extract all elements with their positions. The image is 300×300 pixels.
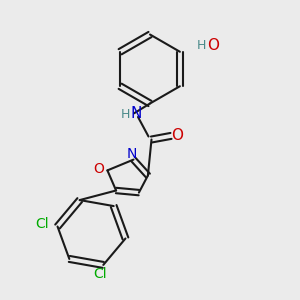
Text: H: H: [196, 39, 206, 52]
Text: H: H: [120, 107, 130, 121]
Text: Cl: Cl: [94, 267, 107, 281]
Text: N: N: [127, 147, 137, 161]
Text: O: O: [94, 162, 104, 176]
Text: O: O: [172, 128, 184, 142]
Text: O: O: [207, 38, 219, 53]
Text: N: N: [130, 106, 142, 122]
Text: Cl: Cl: [36, 217, 49, 230]
